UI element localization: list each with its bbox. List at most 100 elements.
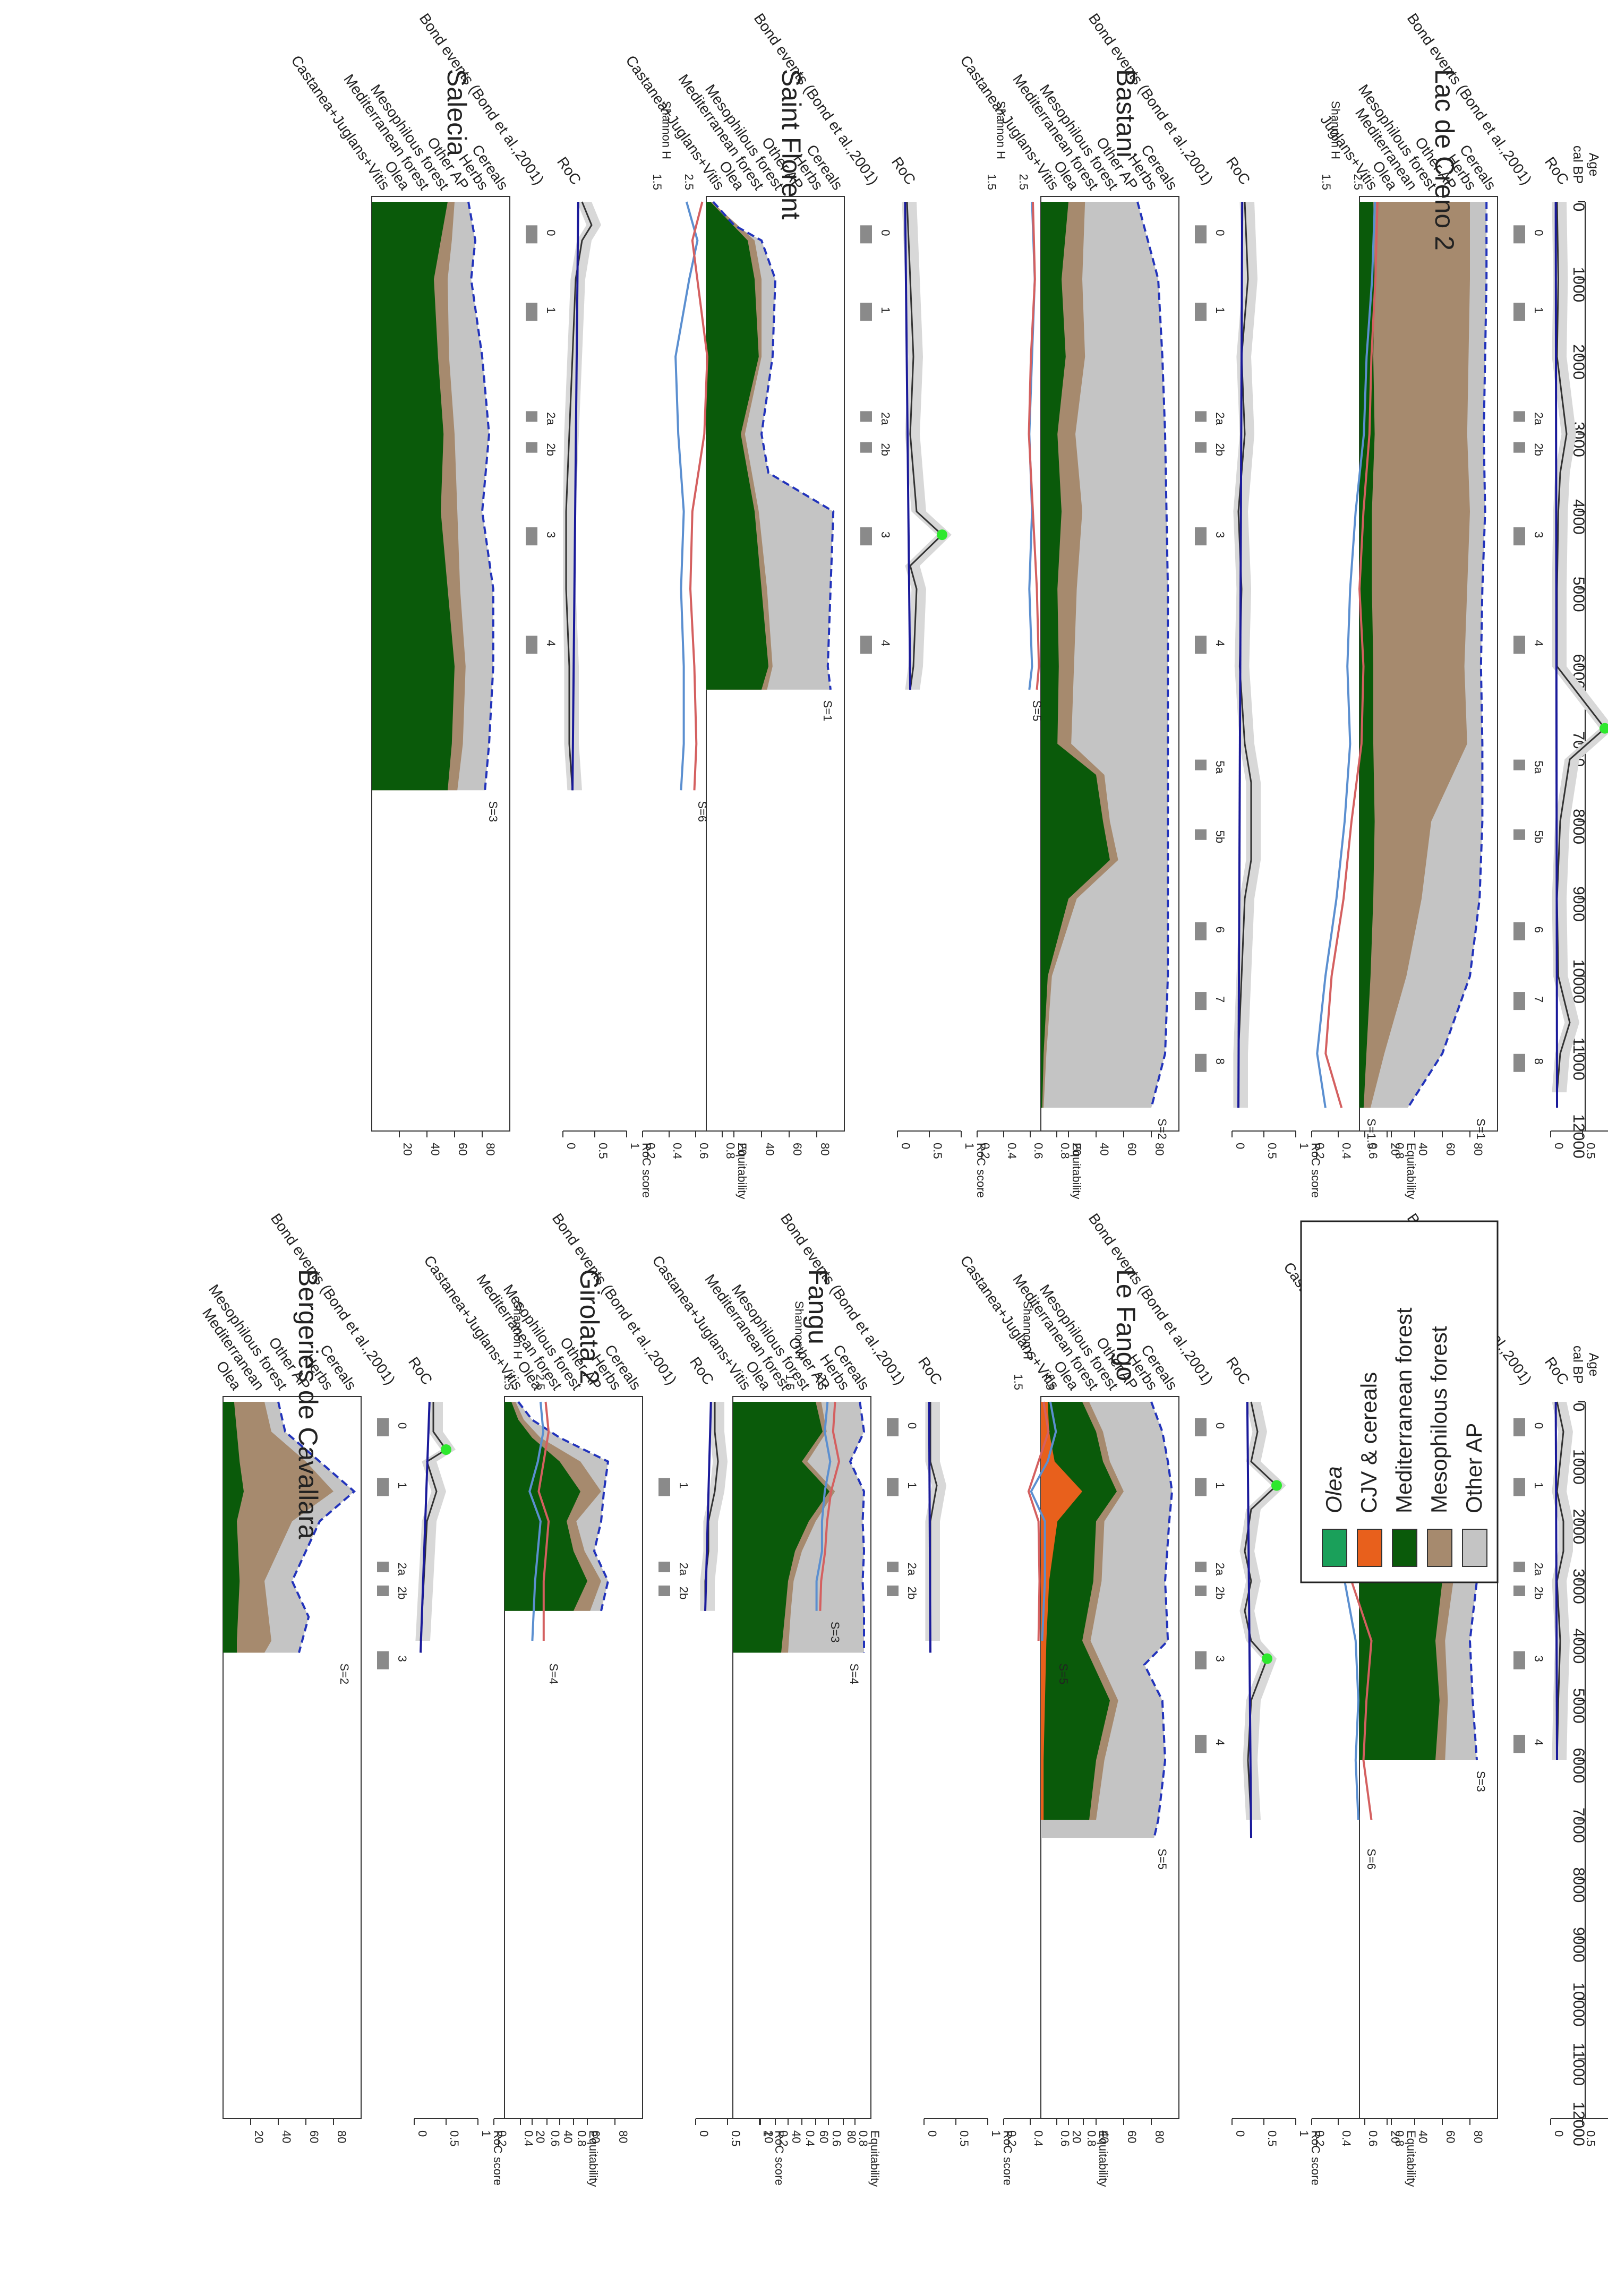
pollen-tick-label: 80 — [845, 2130, 858, 2143]
bond-event-label: 4 — [544, 640, 558, 646]
bond-event-label: 1 — [1213, 1482, 1227, 1488]
bond-event-bar — [658, 1478, 670, 1496]
pollen-tick-label: 20 — [252, 2130, 266, 2143]
bond-event-bar — [860, 442, 872, 453]
roc-axis-label: RoC score — [640, 1143, 653, 1198]
total-ap-line — [1407, 202, 1488, 1109]
shannon-tick-label: 1.5 — [1320, 174, 1333, 190]
age-tick-label: 5000 — [1570, 577, 1587, 612]
shannon-tick-label: 2.5 — [534, 1374, 547, 1390]
age-axis-unit: cal BP — [1570, 1346, 1585, 1384]
roc-tick-label: 0.5 — [448, 2130, 461, 2147]
bond-event-bar — [1513, 1418, 1525, 1436]
age-tick-label: 2000 — [1570, 344, 1587, 380]
bond-event-bar — [1513, 527, 1525, 546]
pollen-tick-label: 20 — [401, 1143, 414, 1155]
equit-tick-label: 0.2 — [1313, 1143, 1327, 1159]
age-tick-label: 7000 — [1570, 1807, 1587, 1843]
bond-event-bar — [377, 1562, 389, 1572]
pollen-s-label: S=3 — [486, 801, 500, 822]
pollen-tick-label: 80 — [1153, 2130, 1166, 2143]
bond-event-label: 6 — [1213, 927, 1227, 933]
bond-event-bar — [658, 1586, 670, 1596]
roc-trend-line — [904, 201, 911, 690]
bond-event-label: 2a — [1532, 412, 1545, 425]
bond-event-bar — [1513, 1562, 1525, 1572]
legend-swatch — [1322, 1529, 1347, 1567]
equitability-line — [537, 1401, 550, 1641]
bond-event-bar — [1195, 759, 1207, 770]
legend-label: Other AP — [1461, 1423, 1486, 1513]
pollen-tick-label: 60 — [791, 1143, 804, 1155]
equit-tick-label: 0.6 — [1032, 1143, 1045, 1159]
equitability-line — [1027, 1401, 1050, 1641]
total-ap-line — [1136, 201, 1169, 1108]
roc-tick-label: 1 — [989, 2130, 1003, 2137]
roc-tick-label: 0 — [1552, 2130, 1566, 2137]
bond-event-label: 5b — [1213, 830, 1227, 843]
bond-event-label: 2b — [1532, 443, 1545, 456]
bond-event-label: 2a — [1213, 1563, 1227, 1576]
bond-event-label: 2a — [396, 1563, 409, 1576]
age-tick-label: 12000 — [1570, 1114, 1587, 1158]
pollen-area-mediterranean-forest — [223, 1402, 244, 1653]
roc-tick-label: 0.5 — [596, 1143, 610, 1159]
pollen-tick-label: 60 — [817, 2130, 831, 2143]
diversity-s-label: S=6 — [696, 801, 709, 822]
age-axis-unit: cal BP — [1570, 145, 1585, 184]
age-tick-label: 4000 — [1570, 1629, 1587, 1664]
equit-tick-label: 0.6 — [1366, 1143, 1380, 1159]
bond-event-bar — [1513, 759, 1525, 770]
equitability-line — [1324, 201, 1379, 1108]
age-tick-label: 8000 — [1570, 1867, 1587, 1903]
bond-event-label: 1 — [396, 1482, 409, 1488]
site-title: Le Fango — [1111, 1269, 1141, 1381]
roc-line — [906, 201, 944, 690]
bond-event-bar — [1195, 1478, 1207, 1496]
roc-title: RoC — [1223, 1354, 1254, 1388]
equit-tick-label: 0.2 — [979, 1143, 992, 1159]
pollen-tick-label: 80 — [1153, 1143, 1166, 1155]
pollen-s-label: S=2 — [1156, 1118, 1169, 1140]
roc-title: RoC — [405, 1354, 436, 1388]
equit-tick-label: 0.2 — [1005, 2130, 1019, 2147]
bond-event-bar — [1513, 829, 1525, 840]
equit-tick-label: 0.6 — [830, 2130, 843, 2147]
bond-event-label: 4 — [1532, 640, 1545, 646]
pollen-tick-label: 40 — [429, 1143, 442, 1155]
bond-event-label: 3 — [396, 1656, 409, 1662]
bond-event-label: 4 — [1532, 1739, 1545, 1745]
pollen-tick-label: 60 — [1444, 2130, 1457, 2143]
bond-event-label: 4 — [1213, 1739, 1227, 1745]
equit-tick-label: 0.2 — [777, 2130, 790, 2147]
total-ap-line — [277, 1401, 356, 1654]
total-ap-line — [1143, 1401, 1174, 1838]
pollen-tick-label: 20 — [1389, 2130, 1402, 2143]
equit-tick-label: 0.8 — [857, 2130, 870, 2147]
pollen-tick-label: 60 — [1125, 2130, 1139, 2143]
equit-axis-label: Equitability — [1070, 1143, 1083, 1199]
pollen-tick-label: 80 — [818, 1143, 832, 1155]
roc-trend-line — [928, 1401, 931, 1653]
shannon-tick-label: 1.5 — [1012, 1374, 1025, 1390]
bond-event-bar — [1195, 1053, 1207, 1072]
bond-event-label: 6 — [1532, 927, 1545, 933]
roc-envelope — [415, 1402, 456, 1641]
bond-event-label: 1 — [1213, 307, 1227, 313]
site-title: Fangu — [803, 1269, 833, 1344]
bond-event-label: 3 — [544, 532, 558, 538]
bond-event-label: 2b — [544, 443, 558, 456]
bond-event-bar — [658, 1562, 670, 1572]
bond-event-label: 2b — [1532, 1587, 1545, 1599]
roc-envelope — [700, 1402, 728, 1611]
bond-event-label: 4 — [1213, 640, 1227, 646]
diversity-s-label: S=1.5 — [1365, 1118, 1378, 1149]
shannon-tick-label: 2.5 — [682, 174, 696, 190]
roc-tick-label: 0 — [1234, 1143, 1247, 1149]
equit-tick-label: 0.6 — [1058, 2130, 1072, 2147]
pollen-area-mediterranean-forest — [1041, 202, 1110, 1108]
roc-title: RoC — [1223, 154, 1254, 188]
shannon-tick-label: 1.5 — [502, 1374, 515, 1390]
bond-event-bar — [1513, 303, 1525, 321]
